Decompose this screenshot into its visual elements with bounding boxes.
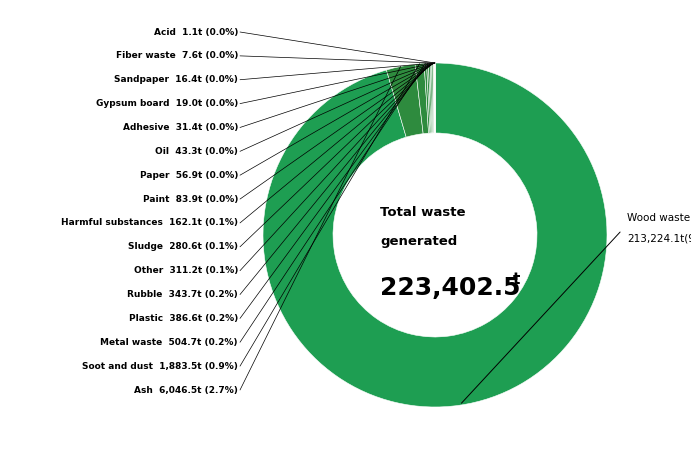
Text: Sandpaper  16.4t (0.0%): Sandpaper 16.4t (0.0%)	[114, 75, 238, 84]
Text: Plastic  386.6t (0.2%): Plastic 386.6t (0.2%)	[129, 314, 238, 323]
Text: 223,402.5: 223,402.5	[380, 276, 520, 300]
Text: Wood waste: Wood waste	[627, 213, 690, 223]
Wedge shape	[415, 63, 428, 134]
Text: Harmful substances  162.1t (0.1%): Harmful substances 162.1t (0.1%)	[61, 218, 238, 227]
Text: Gypsum board  19.0t (0.0%): Gypsum board 19.0t (0.0%)	[96, 99, 238, 108]
Text: Fiber waste  7.6t (0.0%): Fiber waste 7.6t (0.0%)	[115, 51, 238, 60]
Text: Acid  1.1t (0.0%): Acid 1.1t (0.0%)	[153, 27, 238, 36]
Wedge shape	[433, 63, 434, 133]
Text: Paint  83.9t (0.0%): Paint 83.9t (0.0%)	[142, 194, 238, 203]
Wedge shape	[426, 63, 431, 133]
Wedge shape	[430, 63, 433, 133]
Text: t: t	[513, 271, 520, 287]
Wedge shape	[434, 63, 435, 133]
Text: generated: generated	[380, 234, 457, 248]
Wedge shape	[263, 63, 607, 407]
Wedge shape	[428, 63, 432, 133]
Text: Total waste: Total waste	[380, 207, 466, 220]
Text: Metal waste  504.7t (0.2%): Metal waste 504.7t (0.2%)	[100, 338, 238, 347]
Wedge shape	[386, 64, 423, 137]
Text: 213,224.1t(95.5%): 213,224.1t(95.5%)	[627, 233, 691, 243]
Text: Sludge  280.6t (0.1%): Sludge 280.6t (0.1%)	[128, 242, 238, 251]
Text: Soot and dust  1,883.5t (0.9%): Soot and dust 1,883.5t (0.9%)	[82, 362, 238, 371]
Text: Paper  56.9t (0.0%): Paper 56.9t (0.0%)	[140, 171, 238, 180]
Text: Adhesive  31.4t (0.0%): Adhesive 31.4t (0.0%)	[122, 123, 238, 132]
Text: Rubble  343.7t (0.2%): Rubble 343.7t (0.2%)	[127, 290, 238, 299]
Wedge shape	[424, 63, 430, 133]
Wedge shape	[432, 63, 434, 133]
Text: Other  311.2t (0.1%): Other 311.2t (0.1%)	[133, 266, 238, 275]
Text: Ash  6,046.5t (2.7%): Ash 6,046.5t (2.7%)	[134, 386, 238, 395]
Text: Oil  43.3t (0.0%): Oil 43.3t (0.0%)	[155, 147, 238, 156]
